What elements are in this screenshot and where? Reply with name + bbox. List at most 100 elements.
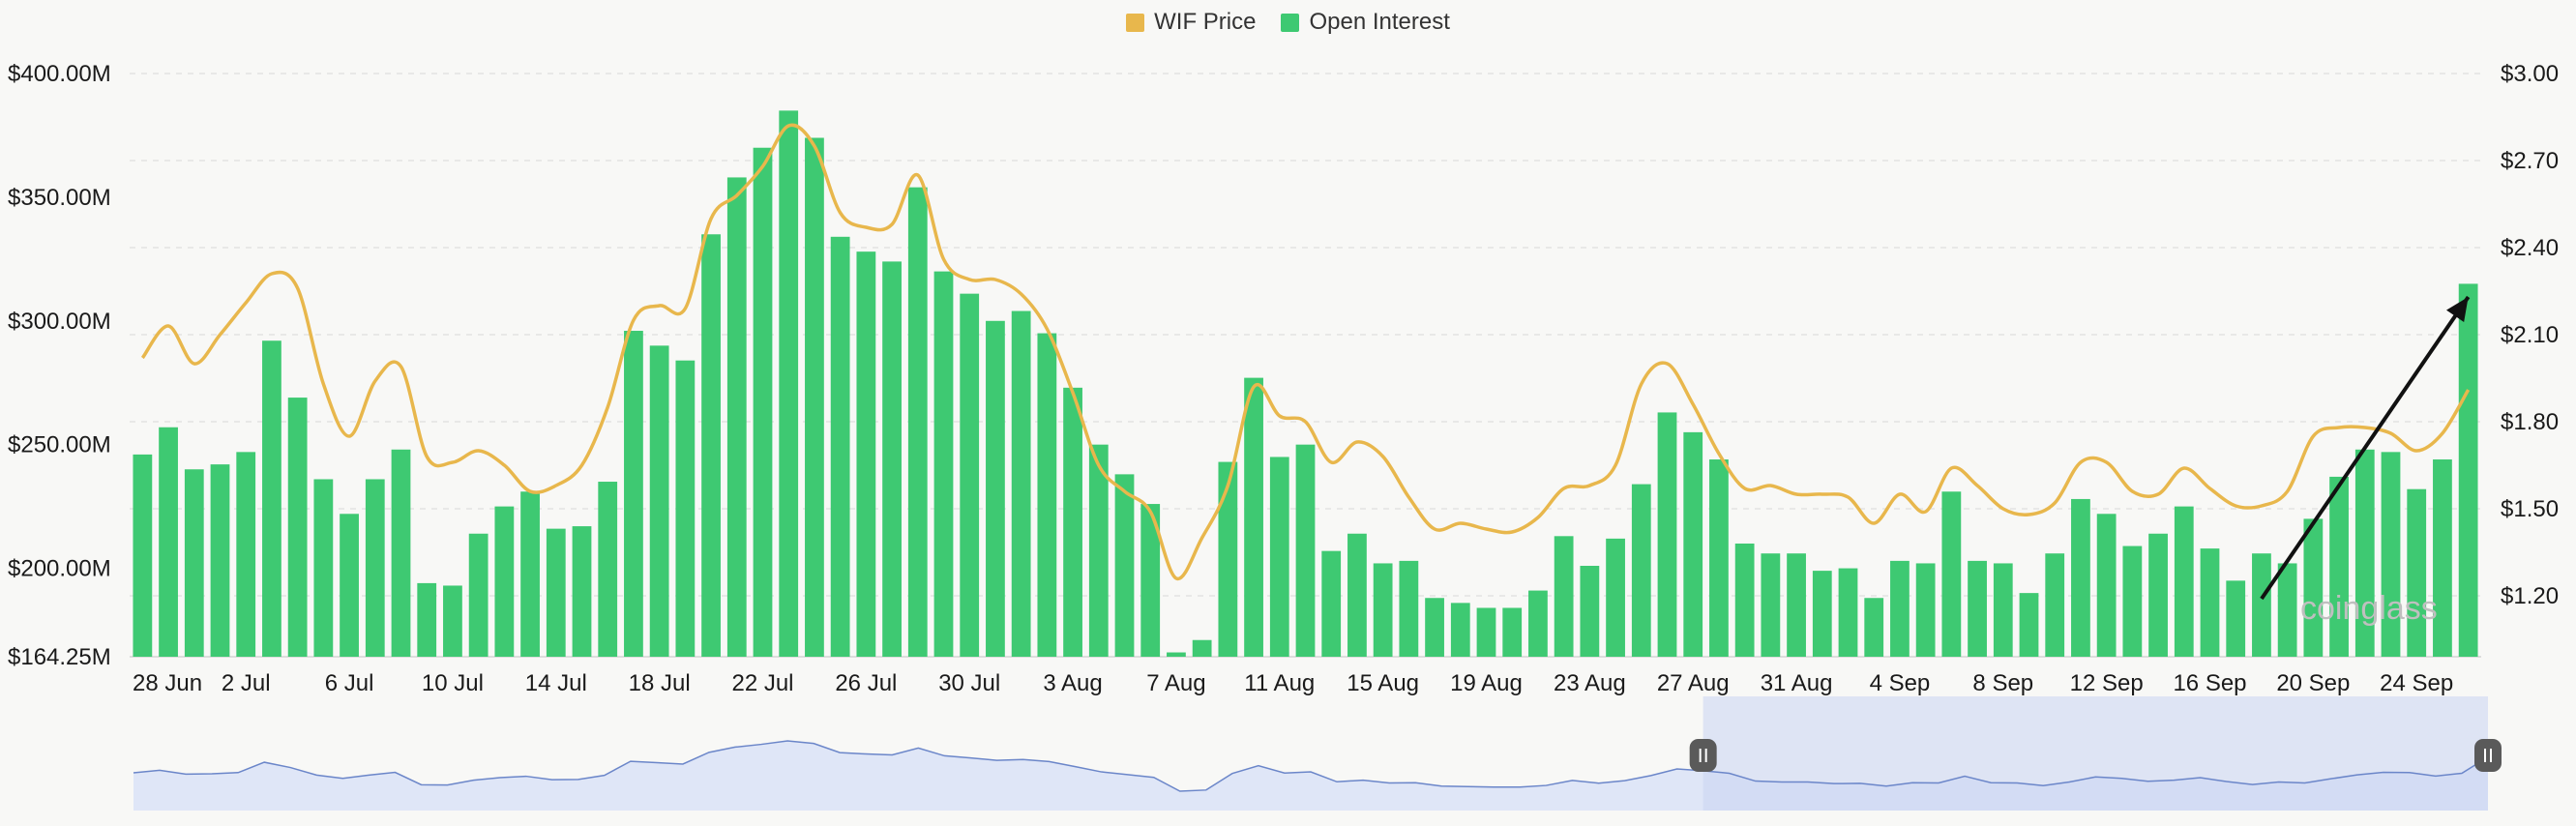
oi-bar-41[interactable] bbox=[1192, 639, 1212, 657]
oi-bar-29[interactable] bbox=[882, 261, 902, 657]
oi-bar-61[interactable] bbox=[1709, 459, 1729, 657]
oi-bar-21[interactable] bbox=[675, 360, 696, 657]
oi-bar-31[interactable] bbox=[933, 271, 954, 657]
oi-bar-59[interactable] bbox=[1657, 412, 1677, 657]
oi-bar-72[interactable] bbox=[1993, 563, 2013, 657]
oi-bar-66[interactable] bbox=[1838, 568, 1858, 657]
oi-bar-35[interactable] bbox=[1037, 333, 1057, 657]
oi-bar-77[interactable] bbox=[2122, 546, 2143, 657]
oi-bar-2[interactable] bbox=[184, 469, 204, 657]
oi-bar-54[interactable] bbox=[1528, 590, 1548, 657]
oi-bar-62[interactable] bbox=[1734, 543, 1755, 657]
oi-bar-12[interactable] bbox=[443, 585, 462, 657]
oi-bar-53[interactable] bbox=[1502, 607, 1523, 657]
oi-bar-60[interactable] bbox=[1683, 431, 1703, 657]
oi-bar-76[interactable] bbox=[2096, 514, 2117, 657]
oi-bar-51[interactable] bbox=[1450, 603, 1470, 657]
oi-bar-14[interactable] bbox=[494, 506, 515, 657]
oi-bar-56[interactable] bbox=[1580, 566, 1600, 657]
oi-bar-17[interactable] bbox=[572, 526, 592, 657]
oi-bar-27[interactable] bbox=[830, 236, 850, 657]
oi-bar-52[interactable] bbox=[1476, 607, 1496, 657]
oi-bar-37[interactable] bbox=[1088, 444, 1109, 657]
oi-bar-74[interactable] bbox=[2045, 553, 2065, 657]
oi-bar-32[interactable] bbox=[960, 293, 980, 657]
oi-bar-1[interactable] bbox=[159, 427, 178, 657]
oi-bar-16[interactable] bbox=[546, 528, 566, 657]
oi-bar-65[interactable] bbox=[1812, 571, 1832, 657]
oi-bar-28[interactable] bbox=[856, 251, 876, 657]
oi-bar-23[interactable] bbox=[726, 177, 747, 657]
oi-bar-80[interactable] bbox=[2200, 548, 2220, 657]
legend-item-open-interest[interactable]: Open Interest bbox=[1281, 9, 1450, 36]
oi-bar-18[interactable] bbox=[598, 482, 618, 657]
oi-bar-34[interactable] bbox=[1011, 310, 1031, 657]
oi-bar-84[interactable] bbox=[2303, 518, 2324, 657]
oi-bar-7[interactable] bbox=[313, 479, 334, 657]
oi-bar-85[interactable] bbox=[2329, 476, 2349, 657]
oi-bar-44[interactable] bbox=[1269, 457, 1289, 657]
oi-bar-30[interactable] bbox=[907, 187, 928, 657]
oi-bar-87[interactable] bbox=[2381, 452, 2401, 657]
oi-bar-15[interactable] bbox=[520, 491, 540, 657]
oi-bar-83[interactable] bbox=[2277, 563, 2297, 657]
oi-bar-75[interactable] bbox=[2071, 498, 2090, 657]
oi-bar-4[interactable] bbox=[236, 452, 256, 657]
oi-bar-67[interactable] bbox=[1864, 598, 1884, 657]
oi-bar-36[interactable] bbox=[1063, 387, 1082, 657]
oi-bar-13[interactable] bbox=[468, 533, 489, 657]
oi-bar-9[interactable] bbox=[365, 479, 385, 657]
navigator-handle-right[interactable] bbox=[2474, 739, 2502, 772]
oi-bar-63[interactable] bbox=[1761, 553, 1781, 657]
oi-bar-8[interactable] bbox=[340, 514, 359, 657]
oi-bar-6[interactable] bbox=[287, 398, 308, 657]
oi-bar-39[interactable] bbox=[1140, 504, 1161, 657]
oi-bar-81[interactable] bbox=[2226, 580, 2246, 657]
oi-bar-47[interactable] bbox=[1347, 533, 1367, 657]
oi-bar-25[interactable] bbox=[779, 110, 799, 657]
oi-bar-10[interactable] bbox=[391, 449, 411, 657]
oi-bar-90[interactable] bbox=[2458, 283, 2478, 657]
navigator-selection[interactable] bbox=[1703, 696, 2488, 811]
oi-bar-38[interactable] bbox=[1114, 474, 1135, 657]
oi-bar-0[interactable] bbox=[133, 454, 153, 657]
oi-bar-45[interactable] bbox=[1295, 444, 1316, 657]
oi-bar-33[interactable] bbox=[986, 320, 1005, 657]
navigator-handle-left[interactable] bbox=[1689, 739, 1717, 772]
oi-bar-88[interactable] bbox=[2407, 488, 2427, 657]
oi-bar-64[interactable] bbox=[1787, 553, 1806, 657]
oi-bar-42[interactable] bbox=[1218, 461, 1238, 657]
oi-bar-3[interactable] bbox=[210, 464, 230, 657]
price-line[interactable] bbox=[140, 123, 2471, 580]
legend-item-price[interactable]: WIF Price bbox=[1126, 9, 1256, 36]
oi-bar-50[interactable] bbox=[1425, 598, 1444, 657]
y-axis-right: $3.00 $2.70 $2.40 $2.10 $1.80 $1.50 $1.20 bbox=[2501, 61, 2559, 609]
oi-bar-69[interactable] bbox=[1915, 563, 1936, 657]
oi-bar-70[interactable] bbox=[1941, 491, 1962, 657]
oi-bar-5[interactable] bbox=[262, 340, 281, 657]
oi-bar-22[interactable] bbox=[701, 234, 721, 657]
oi-bar-82[interactable] bbox=[2252, 553, 2271, 657]
oi-bar-43[interactable] bbox=[1244, 377, 1263, 657]
oi-bar-68[interactable] bbox=[1890, 560, 1910, 657]
oi-bar-48[interactable] bbox=[1373, 563, 1393, 657]
oi-bar-71[interactable] bbox=[1968, 560, 1987, 657]
oi-bar-58[interactable] bbox=[1631, 484, 1651, 657]
oi-bar-79[interactable] bbox=[2174, 506, 2194, 657]
oi-bar-46[interactable] bbox=[1321, 550, 1342, 657]
oi-bar-73[interactable] bbox=[2019, 593, 2039, 657]
oi-bar-20[interactable] bbox=[649, 345, 669, 657]
legend-label-price: WIF Price bbox=[1154, 9, 1257, 35]
oi-bar-19[interactable] bbox=[624, 331, 643, 657]
oi-bar-11[interactable] bbox=[417, 582, 437, 657]
oi-bar-49[interactable] bbox=[1399, 560, 1419, 657]
oi-bar-24[interactable] bbox=[753, 147, 773, 657]
oi-bar-86[interactable] bbox=[2354, 449, 2375, 657]
oi-bar-78[interactable] bbox=[2148, 533, 2168, 657]
navigator[interactable] bbox=[133, 696, 2502, 811]
oi-bar-55[interactable] bbox=[1554, 536, 1574, 657]
oi-bar-57[interactable] bbox=[1606, 538, 1625, 657]
oi-bar-40[interactable] bbox=[1167, 652, 1186, 657]
oi-bar-26[interactable] bbox=[805, 137, 824, 657]
oi-bar-89[interactable] bbox=[2433, 459, 2452, 657]
